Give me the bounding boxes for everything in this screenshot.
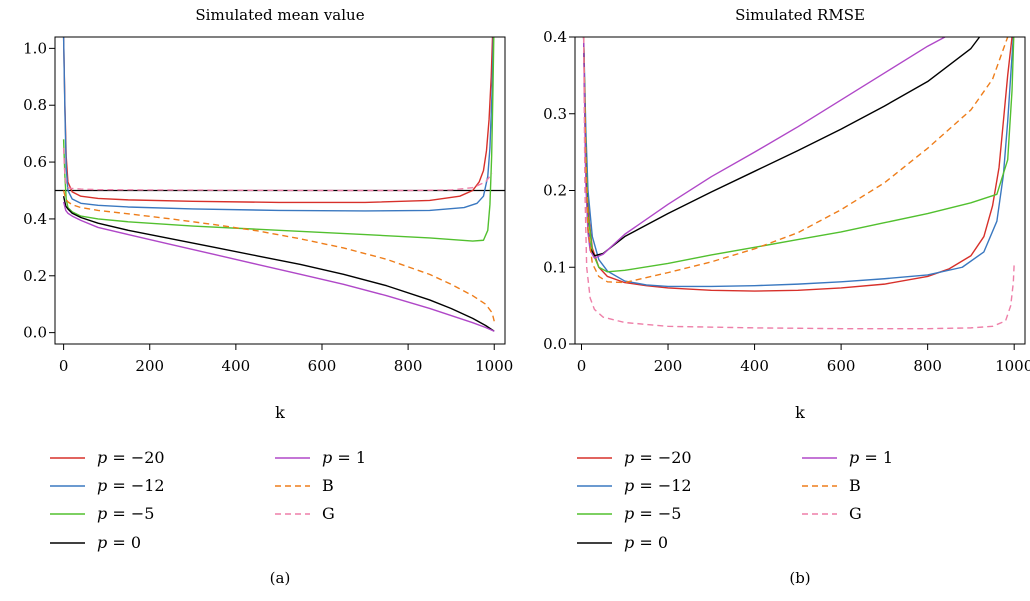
legend-label: p = −5 (624, 504, 681, 523)
legend-item-p_-12: p = −12 (577, 476, 692, 495)
x-tick-label: 600 (827, 357, 856, 375)
plot-frame (574, 36, 1026, 345)
y-tick-label: 0.0 (23, 324, 47, 342)
x-tick-label: 400 (740, 357, 769, 375)
x-axis-ticks: 0 200 400 600 800 1000 (59, 344, 513, 375)
chart-title: Simulated RMSE (735, 6, 865, 24)
series-line-p_0 (62, 196, 495, 332)
series-line-p_-20 (582, 37, 1013, 292)
legend-label: p = 1 (849, 448, 893, 467)
legend-item-G: G (275, 504, 335, 523)
x-tick-label: 200 (135, 357, 164, 375)
legend-label: p = 0 (97, 533, 141, 552)
legend-item-p_0: p = 0 (577, 533, 668, 552)
panel-a: Simulated mean value 0 200 400 600 800 1000 0… (23, 6, 513, 587)
series-line-p_-5 (62, 37, 495, 242)
legend-label: G (322, 504, 335, 523)
series-line-p_1 (62, 201, 495, 332)
legend-item-p_-5: p = −5 (50, 504, 154, 523)
legend-label: G (849, 504, 862, 523)
legend-label: B (322, 476, 334, 495)
x-tick-label: 0 (59, 357, 69, 375)
legend-item-p_-20: p = −20 (577, 448, 692, 467)
x-tick-label: 800 (913, 357, 942, 375)
x-tick-label: 1000 (475, 357, 513, 375)
legend: p = −20 p = −12 p = −5 p = 0 p = 1 BG (50, 448, 366, 552)
legend: p = −20 p = −12 p = −5 p = 0 p = 1 BG (577, 448, 893, 552)
y-tick-label: 0.1 (543, 258, 567, 276)
x-tick-label: 1000 (995, 357, 1030, 375)
y-tick-label: 0.4 (543, 28, 567, 46)
y-tick-label: 0.2 (23, 267, 47, 285)
series-line-B (582, 37, 1009, 284)
y-tick-label: 1.0 (23, 39, 47, 57)
legend-item-B: B (802, 476, 861, 495)
x-tick-label: 400 (222, 357, 251, 375)
legend-label: p = 1 (322, 448, 366, 467)
series-line-G (582, 37, 1015, 330)
legend-item-G: G (802, 504, 862, 523)
series-line-p_-12 (62, 37, 495, 212)
y-axis-ticks: 0.0 0.1 0.2 0.3 0.4 (543, 28, 575, 353)
panel-label: (a) (270, 569, 291, 587)
legend-label: p = 0 (624, 533, 668, 552)
series-layer (582, 37, 1015, 330)
series-line-p_-12 (582, 37, 1015, 288)
legend-item-p_-12: p = −12 (50, 476, 165, 495)
series-line-p_-20 (62, 37, 494, 204)
x-tick-label: 800 (394, 357, 423, 375)
legend-item-B: B (275, 476, 334, 495)
y-tick-label: 0.8 (23, 96, 47, 114)
panel-label: (b) (789, 569, 810, 587)
legend-label: p = −20 (97, 448, 165, 467)
legend-label: p = −5 (97, 504, 154, 523)
series-line-G (62, 147, 493, 192)
legend-item-p_-5: p = −5 (577, 504, 681, 523)
y-axis-ticks: 0.0 0.2 0.4 0.6 0.8 1.0 (23, 39, 55, 342)
x-tick-label: 200 (654, 357, 683, 375)
legend-label: p = −20 (624, 448, 692, 467)
legend-item-p_0: p = 0 (50, 533, 141, 552)
series-layer (62, 37, 495, 332)
legend-item-p_1: p = 1 (275, 448, 366, 467)
x-axis-ticks: 0 200 400 600 800 1000 (577, 344, 1030, 375)
chart-title: Simulated mean value (195, 6, 364, 24)
legend-label: B (849, 476, 861, 495)
legend-label: p = −12 (97, 476, 165, 495)
y-tick-label: 0.2 (543, 182, 567, 200)
y-tick-label: 0.6 (23, 153, 47, 171)
x-axis-label: k (795, 403, 805, 422)
x-axis-label: k (275, 403, 285, 422)
y-tick-label: 0.3 (543, 105, 567, 123)
legend-label: p = −12 (624, 476, 692, 495)
legend-item-p_1: p = 1 (802, 448, 893, 467)
y-tick-label: 0.4 (23, 210, 47, 228)
legend-item-p_-20: p = −20 (50, 448, 165, 467)
series-line-p_-5 (582, 37, 1015, 273)
series-line-B (62, 190, 495, 322)
series-line-p_1 (582, 37, 946, 259)
panel-b: Simulated RMSE 0 200 400 600 800 1000 0.00.10… (543, 6, 1030, 587)
plot-frame (54, 36, 506, 345)
x-tick-label: 0 (577, 357, 587, 375)
y-tick-label: 0.0 (543, 335, 567, 353)
x-tick-label: 600 (308, 357, 337, 375)
series-line-p_0 (582, 37, 981, 257)
